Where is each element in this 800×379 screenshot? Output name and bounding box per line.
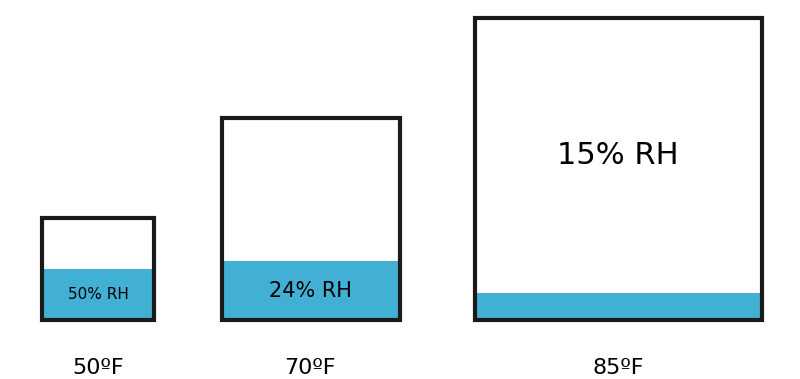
Bar (42, 218, 154, 320)
Bar (222, 118, 400, 320)
Text: 50ºF: 50ºF (72, 358, 124, 378)
Bar (222, 262, 400, 320)
Text: 24% RH: 24% RH (269, 281, 351, 301)
Bar (42, 218, 154, 320)
Bar (475, 293, 762, 320)
Bar (475, 18, 762, 320)
Bar (222, 118, 400, 320)
Text: 50% RH: 50% RH (67, 287, 129, 302)
Text: 70ºF: 70ºF (284, 358, 336, 378)
Text: 85ºF: 85ºF (592, 358, 644, 378)
Bar (475, 18, 762, 320)
Bar (42, 269, 154, 320)
Text: 15% RH: 15% RH (557, 141, 679, 170)
